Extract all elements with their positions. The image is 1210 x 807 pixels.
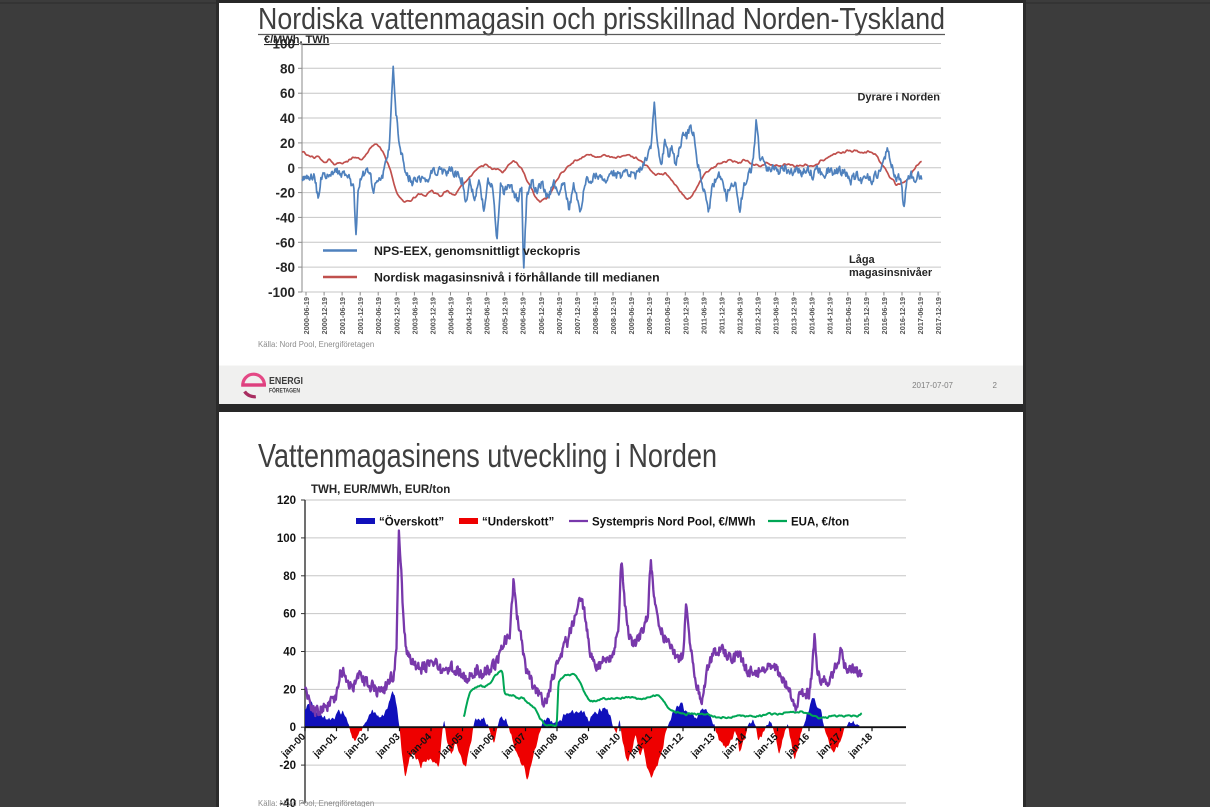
svg-text:2002-12-19: 2002-12-19: [392, 297, 401, 334]
svg-text:60: 60: [283, 609, 296, 621]
svg-text:2015-12-19: 2015-12-19: [862, 297, 871, 334]
svg-text:-40: -40: [279, 798, 296, 807]
svg-text:2010-06-19: 2010-06-19: [663, 297, 672, 334]
svg-text:2009-12-19: 2009-12-19: [645, 297, 654, 334]
svg-text:2010-12-19: 2010-12-19: [681, 297, 690, 334]
svg-text:-100: -100: [268, 285, 295, 300]
svg-text:0: 0: [290, 722, 296, 734]
svg-text:2016-06-19: 2016-06-19: [880, 297, 889, 334]
svg-text:2014-06-19: 2014-06-19: [808, 297, 817, 334]
svg-text:Källa: Nord Pool, Energiföreta: Källa: Nord Pool, Energiföretagen: [258, 799, 374, 807]
svg-text:2005-12-19: 2005-12-19: [501, 297, 510, 334]
svg-text:2017-06-19: 2017-06-19: [916, 297, 925, 334]
svg-text:2011-06-19: 2011-06-19: [699, 297, 708, 334]
svg-text:2015-06-19: 2015-06-19: [844, 297, 853, 334]
svg-text:2001-06-19: 2001-06-19: [338, 297, 347, 334]
svg-text:magasinsnivåer: magasinsnivåer: [849, 267, 933, 279]
svg-text:20: 20: [280, 136, 295, 151]
svg-text:2007-06-19: 2007-06-19: [555, 297, 564, 334]
svg-text:ENERGI: ENERGI: [269, 375, 303, 387]
svg-text:“Underskott”: “Underskott”: [482, 517, 554, 529]
svg-text:Nordiska vattenmagasin och pri: Nordiska vattenmagasin och prisskillnad …: [258, 3, 945, 36]
svg-text:2000-06-19: 2000-06-19: [302, 297, 311, 334]
svg-text:NPS-EEX, genomsnittligt veckop: NPS-EEX, genomsnittligt veckopris: [374, 244, 581, 258]
svg-text:2008-06-19: 2008-06-19: [591, 297, 600, 334]
svg-text:TWH, EUR/MWh, EUR/ton: TWH, EUR/MWh, EUR/ton: [311, 484, 450, 496]
svg-text:40: 40: [280, 111, 295, 126]
svg-text:60: 60: [280, 86, 295, 101]
svg-text:-80: -80: [275, 260, 295, 275]
svg-text:-20: -20: [279, 760, 296, 772]
svg-text:2012-12-19: 2012-12-19: [754, 297, 763, 334]
svg-text:Vattenmagasinens utveckling i: Vattenmagasinens utveckling i Norden: [258, 437, 717, 474]
svg-text:Systempris Nord Pool, €/MWh: Systempris Nord Pool, €/MWh: [592, 517, 756, 529]
svg-text:100: 100: [277, 533, 296, 545]
svg-text:120: 120: [277, 495, 296, 507]
svg-text:2004-06-19: 2004-06-19: [447, 297, 456, 334]
svg-text:2013-12-19: 2013-12-19: [790, 297, 799, 334]
svg-text:Nordisk magasinsnivå i förhåll: Nordisk magasinsnivå i förhållande till …: [374, 270, 660, 284]
svg-text:2011-12-19: 2011-12-19: [717, 297, 726, 334]
svg-text:Låga: Låga: [849, 254, 876, 266]
svg-text:2016-12-19: 2016-12-19: [898, 297, 907, 334]
svg-text:2006-12-19: 2006-12-19: [537, 297, 546, 334]
svg-text:Dyrare i Norden: Dyrare i Norden: [857, 92, 940, 104]
svg-text:2003-12-19: 2003-12-19: [428, 297, 437, 334]
svg-text:20: 20: [283, 684, 296, 696]
svg-text:2002-06-19: 2002-06-19: [374, 297, 383, 334]
svg-text:2014-12-19: 2014-12-19: [826, 297, 835, 334]
svg-text:Källa: Nord Pool, Energiföreta: Källa: Nord Pool, Energiföretagen: [258, 340, 374, 349]
svg-text:-60: -60: [275, 235, 295, 250]
svg-text:2006-06-19: 2006-06-19: [519, 297, 528, 334]
svg-text:0: 0: [287, 161, 295, 176]
svg-text:2005-06-19: 2005-06-19: [483, 297, 492, 334]
svg-text:80: 80: [283, 571, 296, 583]
svg-text:2013-06-19: 2013-06-19: [772, 297, 781, 334]
svg-text:“Överskott”: “Överskott”: [379, 516, 444, 529]
svg-text:40: 40: [283, 647, 296, 659]
svg-text:2017-07-07: 2017-07-07: [912, 381, 953, 390]
svg-text:-40: -40: [275, 210, 295, 225]
svg-text:2009-06-19: 2009-06-19: [627, 297, 636, 334]
svg-text:2007-12-19: 2007-12-19: [573, 297, 582, 334]
svg-text:2001-12-19: 2001-12-19: [356, 297, 365, 334]
svg-text:80: 80: [280, 61, 295, 76]
svg-text:2012-06-19: 2012-06-19: [735, 297, 744, 334]
svg-text:2003-06-19: 2003-06-19: [410, 297, 419, 334]
svg-text:2000-12-19: 2000-12-19: [320, 297, 329, 334]
svg-text:2008-12-19: 2008-12-19: [609, 297, 618, 334]
svg-text:2017-12-19: 2017-12-19: [934, 297, 943, 334]
svg-text:100: 100: [272, 37, 295, 52]
svg-text:EUA, €/ton: EUA, €/ton: [791, 517, 849, 529]
svg-text:-20: -20: [275, 186, 295, 201]
svg-text:FÖRETAGEN: FÖRETAGEN: [269, 388, 300, 395]
svg-text:2: 2: [993, 381, 998, 390]
svg-text:2004-12-19: 2004-12-19: [465, 297, 474, 334]
